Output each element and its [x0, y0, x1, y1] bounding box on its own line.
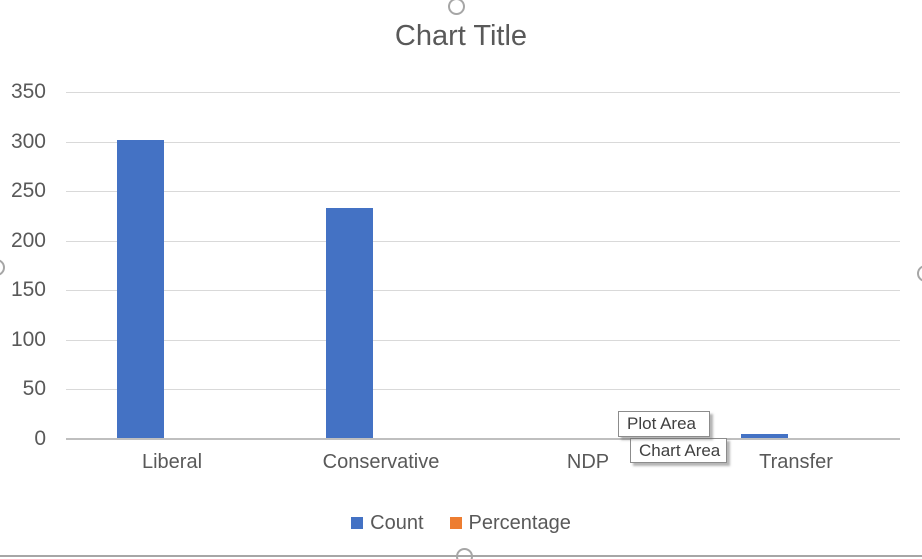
bar-count-transfer[interactable]: [741, 434, 788, 439]
y-axis-tick-label: 250: [10, 179, 46, 203]
legend-item-count[interactable]: Count: [351, 511, 424, 535]
bar-count-liberal[interactable]: [117, 139, 164, 439]
y-axis-tick-label: 50: [22, 377, 46, 401]
chart-title[interactable]: Chart Title: [394, 20, 528, 52]
bar-count-conservative[interactable]: [326, 207, 373, 439]
gridline: [66, 92, 900, 93]
resize-handle-right[interactable]: [917, 265, 922, 282]
legend-swatch-icon: [449, 517, 462, 529]
gridline: [66, 339, 900, 341]
resize-handle-left[interactable]: [0, 259, 5, 276]
window-bottom-edge: [0, 555, 922, 557]
plot-area-tooltip: Plot Area: [618, 411, 710, 437]
gridline: [66, 240, 900, 242]
legend-item-percentage[interactable]: Percentage: [449, 511, 571, 535]
x-axis-category-label: NDP: [566, 451, 610, 473]
legend[interactable]: Count Percentage: [0, 510, 922, 536]
y-axis-tick-label: 200: [10, 228, 46, 252]
chart-area-tooltip: Chart Area: [630, 438, 727, 463]
x-axis-category-label: Liberal: [141, 451, 203, 473]
legend-label: Count: [370, 512, 424, 534]
resize-handle-top[interactable]: [448, 0, 465, 15]
x-axis-category-label: Transfer: [759, 451, 833, 473]
plot-area-tooltip-label: Plot Area: [627, 414, 696, 433]
y-axis-tick-label: 300: [10, 129, 46, 153]
legend-swatch-icon: [351, 517, 364, 529]
legend-label: Percentage: [468, 512, 571, 534]
chart-area-tooltip-label: Chart Area: [639, 440, 721, 460]
y-axis-tick-label: 350: [10, 80, 46, 103]
x-axis-line: [66, 438, 900, 440]
y-axis-tick-label: 0: [34, 427, 46, 450]
y-axis-tick-label: 100: [10, 327, 46, 351]
gridline: [66, 290, 900, 292]
gridline: [66, 191, 900, 193]
y-axis-tick-label: 150: [10, 278, 46, 302]
gridline: [66, 141, 900, 143]
x-axis-category-label: Conservative: [322, 451, 440, 473]
resize-handle-bottom[interactable]: [456, 548, 473, 559]
gridline: [66, 389, 900, 391]
